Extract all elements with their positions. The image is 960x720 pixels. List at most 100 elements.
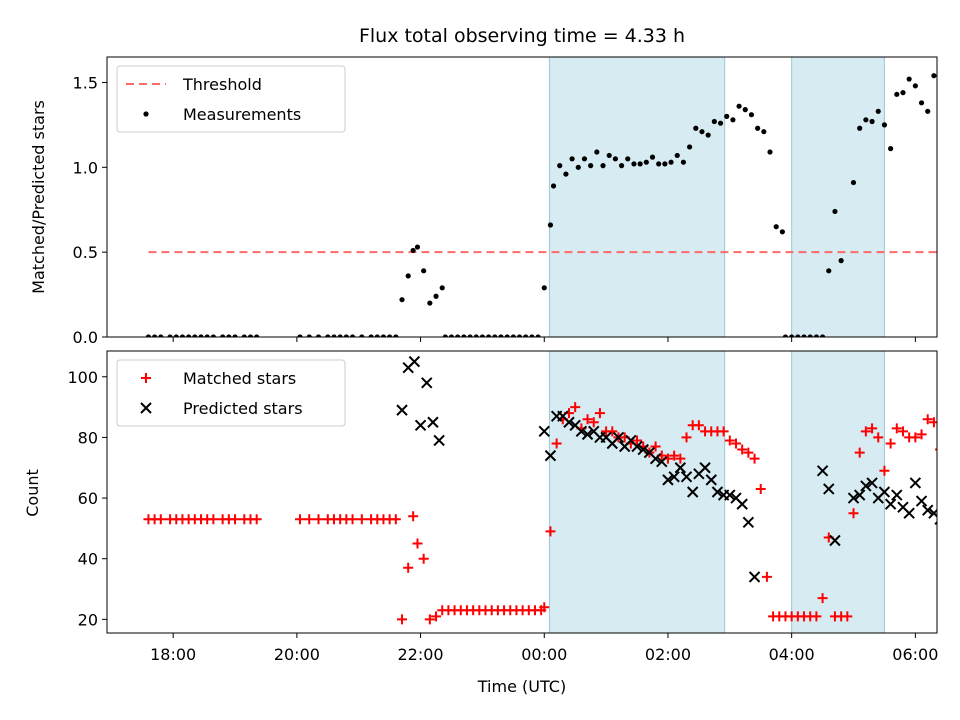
bottom-panel: 20 40 60 80 100 18:00 20:00 22:00 00:00 02:00 04:0… xyxy=(67,350,960,664)
measurement-point xyxy=(944,109,949,114)
predicted-star-point xyxy=(674,462,687,474)
measurement-point xyxy=(241,334,247,337)
measurement-point xyxy=(486,334,492,337)
matched-star-point xyxy=(155,514,166,525)
measurement-point xyxy=(693,125,699,131)
measurement-point xyxy=(461,334,467,337)
matched-star-point xyxy=(424,614,435,625)
matched-star-point xyxy=(737,444,748,455)
measurement-point xyxy=(857,125,863,131)
measurement-point xyxy=(819,334,826,337)
measurement-point xyxy=(850,179,857,186)
predicted-star-point xyxy=(724,489,736,501)
matched-star-point xyxy=(431,611,442,622)
legend-label: Threshold xyxy=(182,75,262,94)
legend-label: Measurements xyxy=(183,105,301,124)
matched-star-point xyxy=(570,402,581,413)
predicted-star-point xyxy=(421,377,433,389)
predicted-star-point xyxy=(909,477,922,489)
axes-frame xyxy=(106,350,938,634)
matched-star-point xyxy=(681,432,692,443)
matched-star-point xyxy=(304,514,315,525)
matched-star-point xyxy=(208,514,219,525)
measurement-point xyxy=(427,300,433,306)
measurement-point xyxy=(730,117,736,123)
shaded-interval xyxy=(791,350,885,634)
measurement-point xyxy=(152,334,158,337)
y-tick-label: 0.5 xyxy=(73,243,98,262)
matched-star-point xyxy=(891,423,902,434)
measurement-point xyxy=(380,334,387,337)
measurement-point xyxy=(736,103,742,109)
measurement-point xyxy=(467,334,473,337)
matched-star-point xyxy=(749,453,760,464)
measurement-point xyxy=(410,247,416,254)
predicted-star-point xyxy=(748,571,761,583)
chart-title: Flux total observing time = 4.33 h xyxy=(359,25,685,47)
measurement-point xyxy=(158,334,164,337)
matched-star-point xyxy=(545,526,556,537)
predicted-star-point xyxy=(631,440,643,453)
measurement-point xyxy=(535,334,541,337)
measurement-point xyxy=(331,334,337,337)
predicted-star-point xyxy=(884,498,897,510)
measurement-point xyxy=(724,113,730,119)
y-tick-label: 1.0 xyxy=(73,158,98,177)
measurement-point xyxy=(547,222,554,228)
matched-star-point xyxy=(811,611,822,622)
matched-star-point xyxy=(418,553,429,564)
measurement-point xyxy=(226,334,232,337)
matched-star-point xyxy=(403,562,414,573)
measurement-point xyxy=(173,334,179,337)
measurement-point xyxy=(297,334,303,337)
measurement-point xyxy=(210,334,216,337)
predicted-star-point xyxy=(563,416,575,428)
matched-star-point xyxy=(412,538,423,549)
measurement-point xyxy=(767,149,773,155)
measurement-point xyxy=(699,129,705,135)
x-tick-label: 20:00 xyxy=(274,645,320,664)
legend-matched-swatch xyxy=(141,373,151,383)
measurement-point xyxy=(838,258,844,264)
measurement-point xyxy=(656,161,662,167)
predicted-star-point xyxy=(581,428,594,441)
matched-star-point xyxy=(669,450,680,461)
measurement-point xyxy=(337,334,343,337)
measurement-point xyxy=(687,144,693,150)
matched-star-point xyxy=(693,420,704,431)
matched-star-point xyxy=(582,414,593,425)
matched-star-point xyxy=(730,438,741,449)
measurement-point xyxy=(343,334,349,337)
measurement-point xyxy=(637,161,643,167)
matched-star-point xyxy=(817,593,828,604)
measurement-point xyxy=(742,107,748,113)
y-tick-label: 40 xyxy=(78,550,98,569)
predicted-star-point xyxy=(903,507,915,519)
predicted-star-point xyxy=(954,517,960,527)
matched-star-point xyxy=(755,483,766,494)
measurement-point xyxy=(192,334,198,337)
legend-predicted-swatch xyxy=(140,402,152,414)
matched-star-point xyxy=(941,442,951,452)
predicted-star-point xyxy=(866,477,878,489)
predicted-star-point xyxy=(705,474,717,486)
matched-star-point xyxy=(724,435,735,446)
measurement-point xyxy=(414,244,421,250)
measurement-point xyxy=(680,159,687,165)
measurement-point xyxy=(232,334,238,337)
legend: Threshold Measurements xyxy=(116,65,346,133)
x-tick-label: 18:00 xyxy=(150,645,196,664)
x-tick-label: 04:00 xyxy=(769,645,815,664)
predicted-star-point xyxy=(656,455,668,468)
measurement-point xyxy=(145,334,152,337)
measurement-point xyxy=(557,163,563,169)
measurement-point xyxy=(581,156,588,162)
predicted-star-point xyxy=(668,471,680,483)
measurement-point xyxy=(937,104,942,109)
predicted-star-point xyxy=(414,419,427,431)
measurement-point xyxy=(399,297,405,303)
measurement-point xyxy=(912,83,918,89)
measurement-point xyxy=(612,156,618,162)
measurement-point xyxy=(473,334,479,337)
y-tick-label: 1.5 xyxy=(73,73,98,92)
